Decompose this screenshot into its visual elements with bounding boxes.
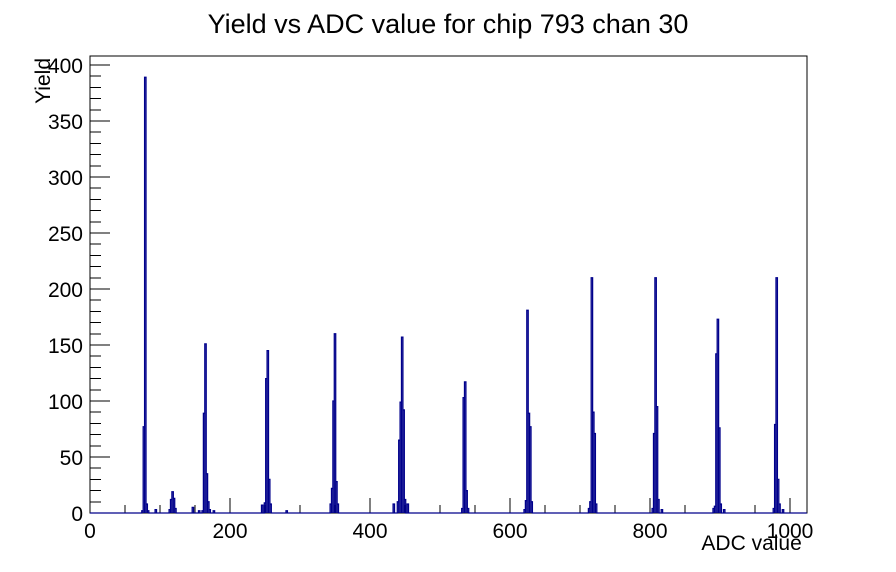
y-tick-label: 400 [48, 55, 83, 78]
x-tick-label: 400 [352, 520, 387, 543]
axis-tick-labels: 0 50 100 150 200 250 300 350 400 0 200 400 600 800 100… [48, 55, 813, 543]
histogram-line [90, 76, 807, 514]
x-tick-label: 200 [212, 520, 247, 543]
axis-ticks [89, 64, 791, 514]
y-tick-label: 250 [48, 223, 83, 246]
x-tick-label: 800 [632, 520, 667, 543]
y-tick-label: 300 [48, 167, 83, 190]
y-tick-label: 150 [48, 335, 83, 358]
x-axis-title: ADC value [701, 532, 801, 555]
y-tick-label: 0 [71, 503, 83, 526]
y-tick-label: 200 [48, 279, 83, 302]
plot-frame [89, 55, 808, 514]
y-axis-title: Yield [32, 58, 55, 104]
x-tick-label: 0 [84, 520, 96, 543]
y-tick-label: 350 [48, 111, 83, 134]
chart-title: Yield vs ADC value for chip 793 chan 30 [208, 9, 689, 39]
x-tick-label: 600 [492, 520, 527, 543]
y-tick-label: 100 [48, 391, 83, 414]
x-tick-label: 1000 [767, 520, 814, 543]
frame-rect [89, 55, 808, 514]
y-tick-label: 50 [60, 447, 83, 470]
